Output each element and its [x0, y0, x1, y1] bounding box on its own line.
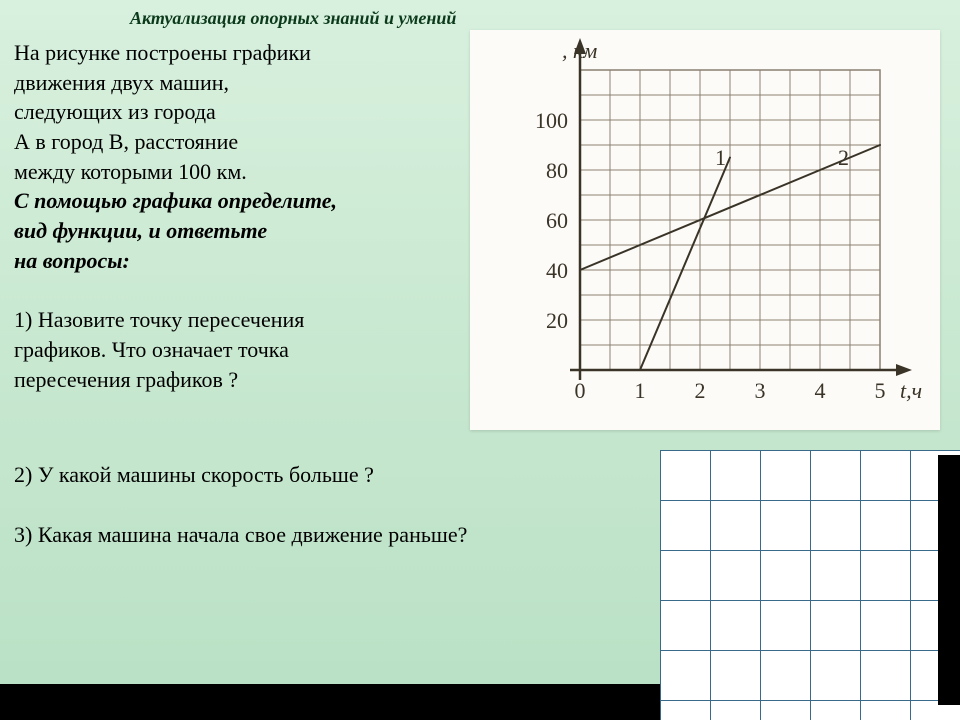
slide-title: Актуализация опорных знаний и умений — [130, 8, 456, 29]
svg-text:60: 60 — [546, 208, 568, 233]
svg-text:2: 2 — [695, 378, 706, 403]
svg-text:3: 3 — [755, 378, 766, 403]
intro-line: движения двух машин, — [14, 68, 474, 98]
background-grid-decor — [660, 450, 960, 720]
svg-text:1: 1 — [715, 145, 726, 170]
svg-text:t,ч: t,ч — [900, 378, 922, 403]
q1-line: 1) Назовите точку пересечения — [14, 305, 474, 335]
svg-text:4: 4 — [815, 378, 826, 403]
svg-text:2: 2 — [838, 145, 849, 170]
svg-text:, км: , км — [562, 38, 597, 63]
svg-text:80: 80 — [546, 158, 568, 183]
intro-line: следующих из города — [14, 97, 474, 127]
intro-line: между которыми 100 км. — [14, 157, 474, 187]
prompt-line: вид функции, и ответьте — [14, 216, 474, 246]
svg-text:1: 1 — [635, 378, 646, 403]
svg-text:100: 100 — [535, 108, 568, 133]
intro-line: На рисунке построены графики — [14, 38, 474, 68]
question-3: 3) Какая машина начала свое движение ран… — [14, 520, 654, 550]
svg-text:40: 40 — [546, 258, 568, 283]
svg-text:20: 20 — [546, 308, 568, 333]
problem-text: На рисунке построены графики движения дв… — [14, 38, 474, 394]
black-strip-bottom — [0, 684, 660, 720]
question-2: 2) У какой машины скорость больше ? — [14, 460, 654, 490]
motion-chart: 20 40 60 80 100 0 1 2 3 4 5 , км t,ч 1 2 — [470, 30, 940, 430]
q1-line: графиков. Что означает точка — [14, 335, 474, 365]
black-strip-right — [938, 455, 960, 705]
prompt-line: на вопросы: — [14, 246, 474, 276]
slide: Актуализация опорных знаний и умений На … — [0, 0, 960, 720]
svg-text:0: 0 — [575, 378, 586, 403]
svg-text:5: 5 — [875, 378, 886, 403]
chart-container: 20 40 60 80 100 0 1 2 3 4 5 , км t,ч 1 2 — [470, 30, 940, 430]
q1-line: пересечения графиков ? — [14, 365, 474, 395]
prompt-line: С помощью графика определите, — [14, 186, 474, 216]
intro-line: А в город В, расстояние — [14, 127, 474, 157]
